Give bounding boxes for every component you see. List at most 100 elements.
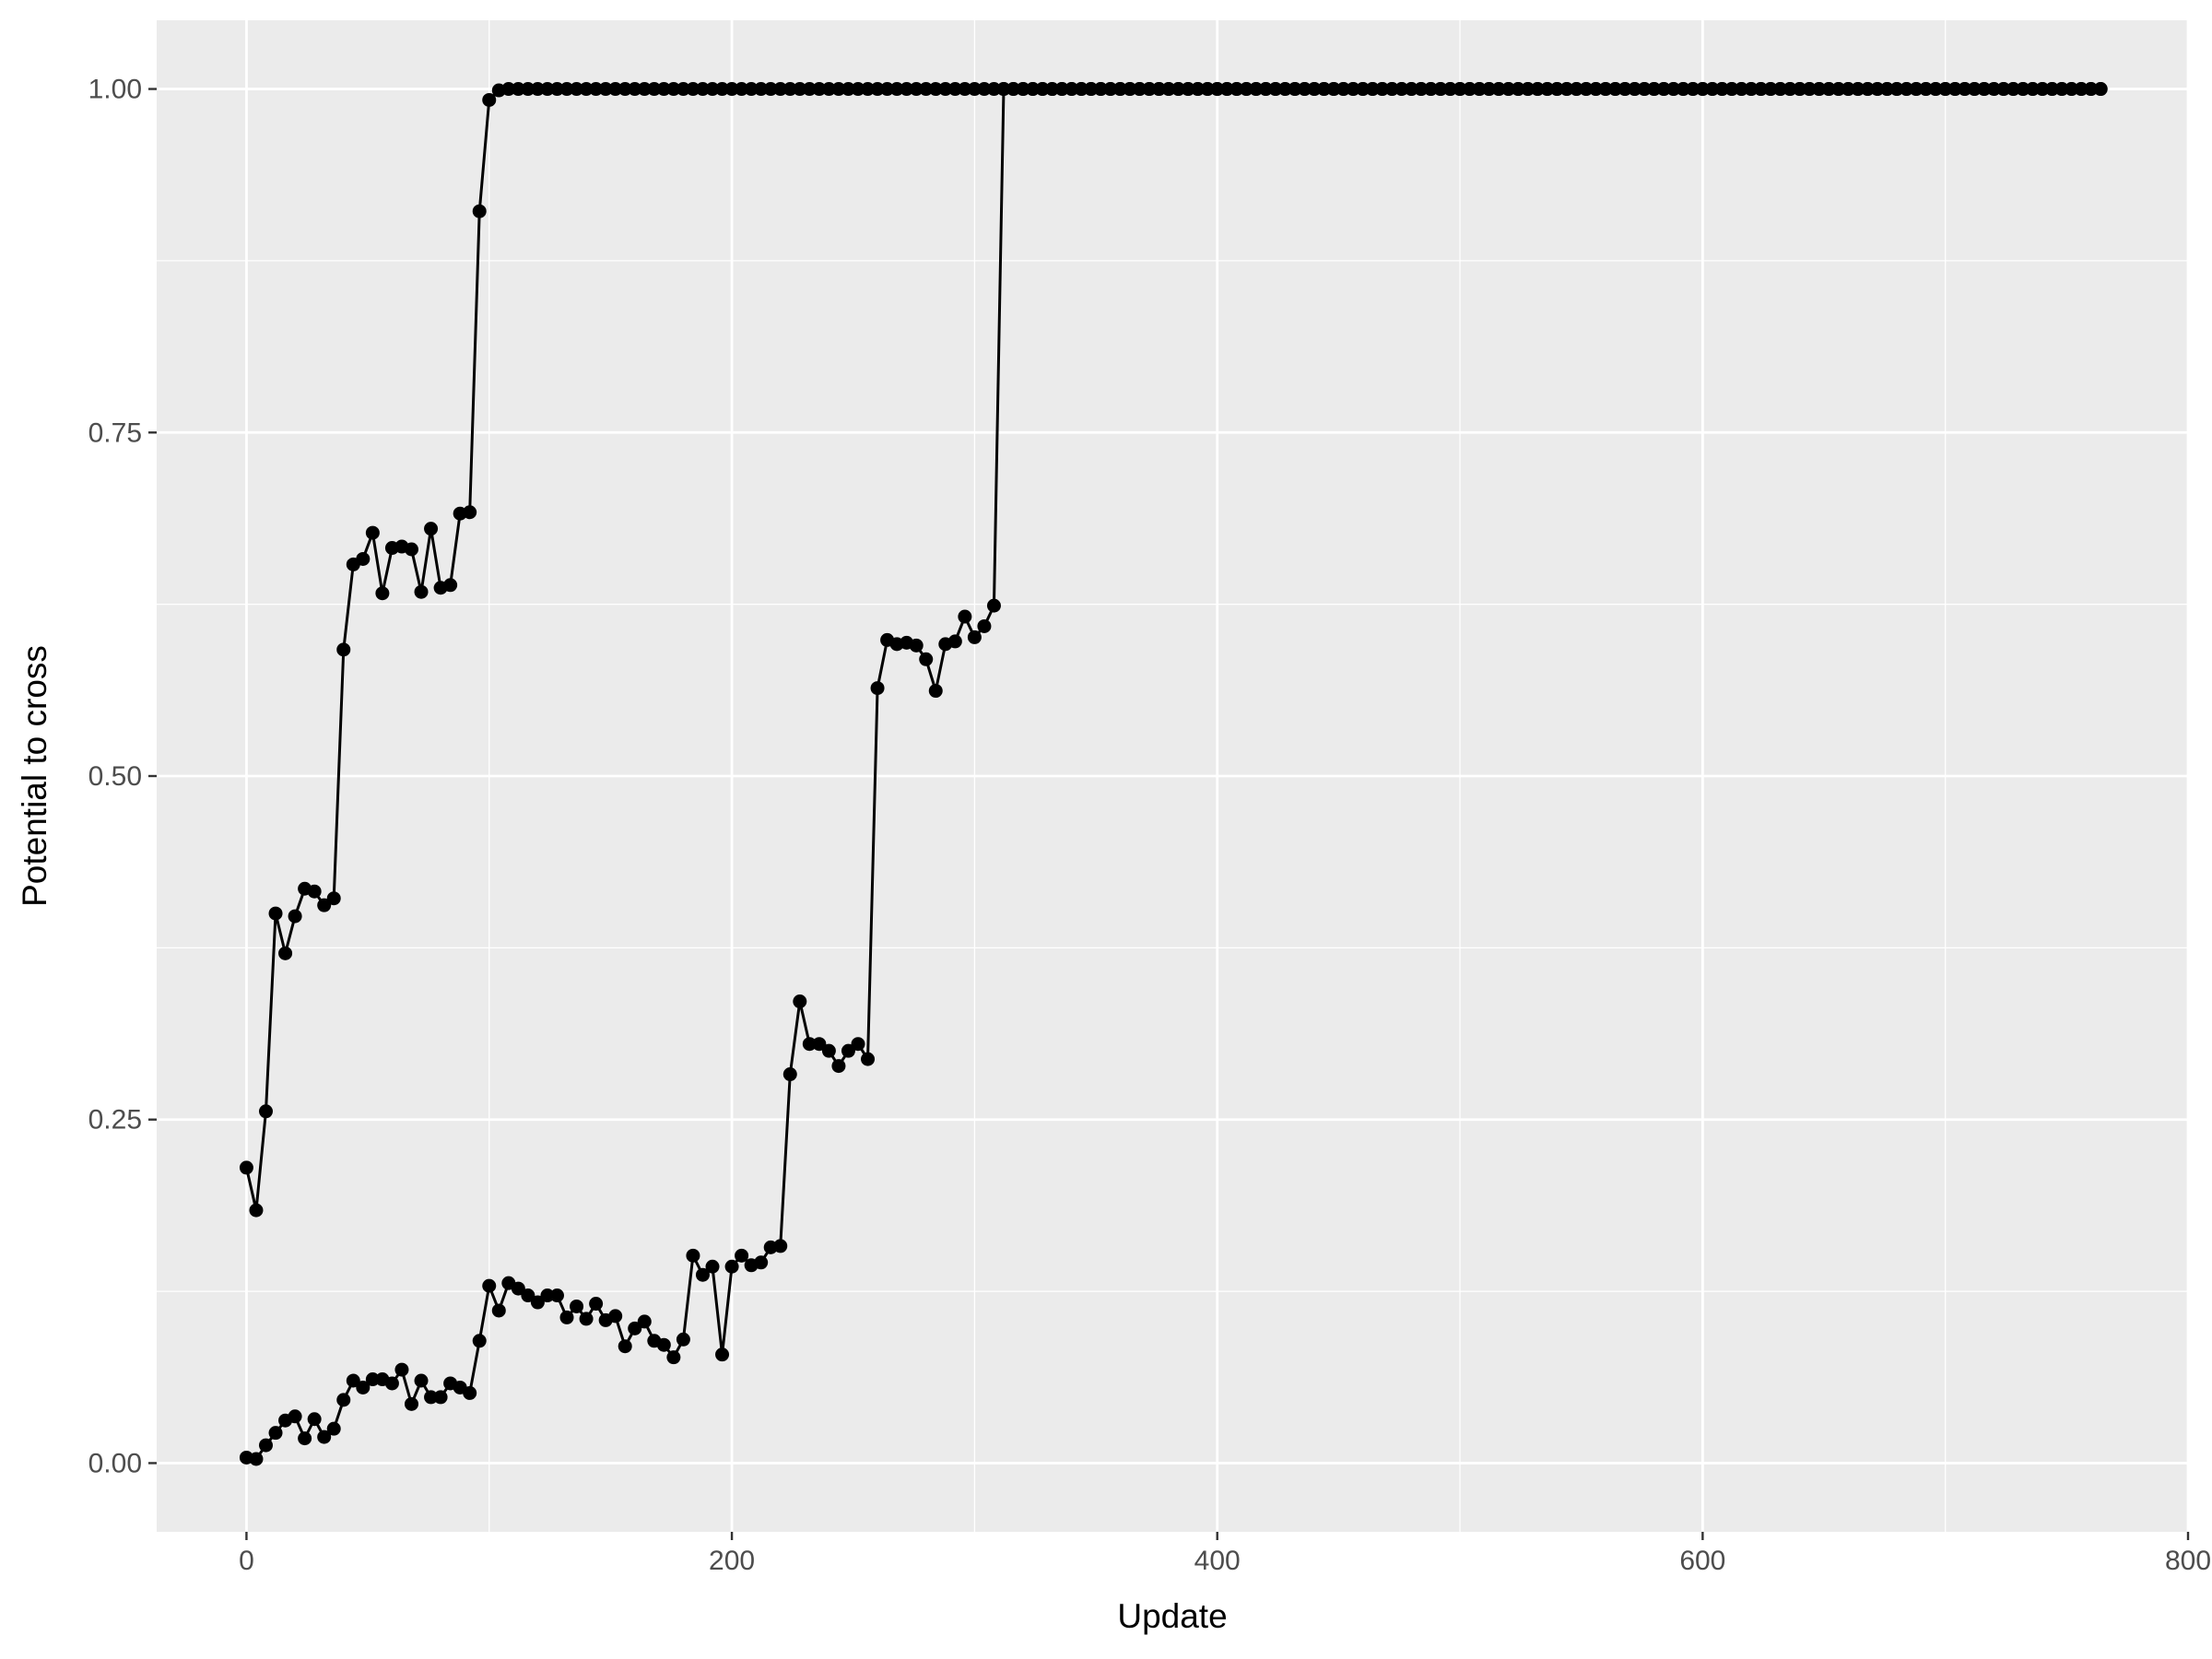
x-axis-title: Update [1117,1597,1227,1635]
data-point [1006,82,1021,97]
data-point [365,1372,380,1387]
data-point [1851,82,1865,97]
data-point [793,82,807,97]
data-point [1569,82,1583,97]
data-point [1491,82,1506,97]
data-point [802,82,817,97]
data-point [414,584,429,599]
data-point [637,82,652,97]
data-point [1423,82,1438,97]
data-point [715,82,730,97]
y-axis-title: Potential to cross [16,645,53,907]
data-point [288,1409,302,1424]
data-point [724,1259,739,1274]
data-point [2016,82,2030,97]
data-point [1443,82,1457,97]
data-point [919,82,934,97]
data-point [384,1376,399,1391]
data-point [2025,82,2040,97]
data-point [608,82,623,97]
data-series [239,82,2108,1466]
data-point [880,82,895,97]
data-point [463,1385,477,1400]
data-point [1793,82,1807,97]
data-point [1239,82,1253,97]
data-point [958,82,972,97]
data-point [861,82,876,97]
data-point [1879,82,1894,97]
data-point [1831,82,1846,97]
data-point [1705,82,1720,97]
data-point [1802,82,1817,97]
data-point [268,1426,283,1441]
data-point [2074,82,2088,97]
data-point [1103,82,1118,97]
data-point [1511,82,1525,97]
data-point [967,629,982,644]
data-point [1463,82,1477,97]
data-point [1365,82,1380,97]
data-point [268,906,283,921]
data-point [307,884,322,899]
data-point [812,1037,827,1052]
data-point [1870,82,1885,97]
data-point [618,82,632,97]
data-point [521,1288,535,1303]
data-point [666,1350,681,1365]
data-point [249,1452,264,1466]
data-point [735,1248,749,1263]
data-point [1346,82,1360,97]
data-point [424,1390,439,1405]
data-point [1637,82,1652,97]
data-point [463,505,477,520]
data-point [540,82,555,97]
data-point [511,1281,525,1296]
data-point [608,1309,623,1324]
data-point [1724,82,1739,97]
data-point [579,82,594,97]
data-point [1783,82,1797,97]
x-tick-label: 800 [2165,1546,2211,1576]
data-point [326,1421,341,1436]
data-point [1065,82,1079,97]
data-point [977,618,992,633]
data-point [1084,82,1099,97]
data-point [433,1390,448,1405]
data-point [1695,82,1710,97]
data-point [666,82,681,97]
data-point [278,946,293,960]
data-point [549,82,564,97]
data-point [802,1037,817,1052]
data-point [821,1043,836,1058]
data-point [1433,82,1448,97]
data-point [1123,82,1137,97]
data-point [530,1295,545,1310]
data-point [1618,82,1632,97]
data-point [598,82,613,97]
data-point [1200,82,1215,97]
data-point [1589,82,1603,97]
data-point [375,586,390,601]
data-point [1919,82,1934,97]
data-point [1093,82,1108,97]
data-point [870,681,885,696]
data-point [472,1334,487,1348]
data-point [443,578,458,593]
data-point [1161,82,1176,97]
data-point [1394,82,1409,97]
data-point [472,204,487,218]
data-point [414,1373,429,1388]
data-point [947,82,962,97]
data-point [676,1332,690,1347]
y-tick-label: 0.75 [88,418,142,448]
data-point [928,684,943,699]
data-point [1404,82,1418,97]
data-point [1326,82,1341,97]
data-point [656,1337,671,1352]
data-point [2054,82,2069,97]
data-point [686,1248,700,1263]
data-point [326,891,341,906]
data-point [307,1412,322,1427]
x-tick-label: 400 [1194,1546,1241,1576]
y-tick-label: 1.00 [88,75,142,105]
